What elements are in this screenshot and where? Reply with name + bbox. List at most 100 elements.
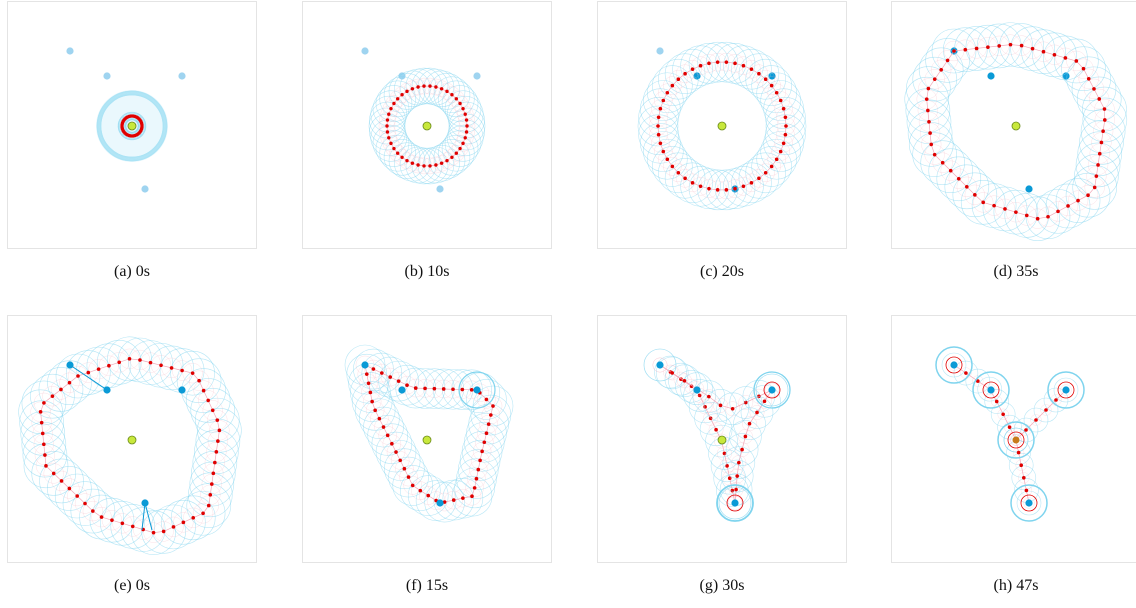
target-point [693,72,701,80]
inner-circle [729,468,745,484]
inner-circle [470,383,490,403]
sensing-circle [400,470,441,511]
caption-a: (a) 0s [114,263,150,280]
robot-dot [450,155,454,159]
sensing-circle [1013,417,1039,443]
robot-dot [67,380,72,385]
sensing-circle [448,107,486,145]
robot-dot [422,84,426,88]
capture-ring [458,371,496,409]
sensing-circle [1053,377,1079,403]
robot-dot [749,67,754,71]
robot-dot [405,89,409,94]
panel-c [597,1,847,249]
robot-dot [454,97,459,101]
inner-circle [1073,58,1094,79]
robot-dot [1035,216,1040,221]
inner-circle [386,442,406,462]
inner-circle [467,469,486,488]
sensing-circle [912,56,958,102]
robot-dot [727,476,732,481]
robot-dot [948,168,953,173]
inner-circle [382,100,400,117]
inner-circle [67,365,89,387]
inner-circle [943,40,965,62]
capture-ring [1010,484,1048,522]
robot-dot [783,132,788,137]
sensing-circle [692,380,726,413]
robot-dot [99,515,104,519]
robot-dot [928,131,932,135]
robot-dot [434,85,438,89]
sensing-circle [444,90,482,127]
sensing-circle [664,53,706,95]
sensing-circle [658,152,699,194]
robot-dot [366,381,371,386]
sensing-circle [428,142,466,179]
inner-circle [389,90,406,108]
inner-circle [397,375,417,395]
inner-circle [453,488,473,508]
sensing-circle [351,381,393,422]
inner-circle [683,173,702,193]
robot-dot [59,387,63,392]
sensing-circle [982,186,1028,232]
robot-dot [385,433,390,438]
robot-dot [107,363,111,368]
robot-dot [148,360,153,365]
robot-dot [976,379,980,383]
robot-dot [784,124,788,128]
center-point [1011,121,1021,131]
sensing-circle [367,415,408,456]
inner-circle [683,59,702,79]
sensing-circle [755,373,789,407]
inner-circle [433,154,450,172]
robot-dot [413,386,418,390]
robot-dot [661,149,666,154]
robot-dot [472,486,477,490]
sensing-circle [705,424,738,458]
robot-dot [973,193,977,197]
sensing-circle [384,448,425,490]
sensing-circle [1082,97,1128,143]
sensing-circle [697,169,738,211]
robot-dot [714,427,718,432]
sensing-circle [643,348,677,382]
inner-circle [393,148,411,166]
caption-g: (g) 30s [699,577,745,594]
inner-circle [409,78,427,96]
sensing-circle [190,387,236,433]
robot-dot [482,440,487,445]
sensing-circle [655,356,689,390]
inner-circle [651,99,670,118]
robot-dot [733,61,737,66]
sensing-circle [960,180,1006,225]
sensing-circle [371,423,413,465]
robot-dot [110,518,114,522]
sensing-circle [441,130,479,167]
sensing-circle [424,481,465,523]
robot-dot [201,511,205,516]
sensing-circle [47,360,92,406]
inner-circle [1010,434,1022,446]
center-point [717,121,727,131]
inner-circle [762,76,781,95]
sensing-circle [740,396,774,429]
robot-dot [715,188,720,192]
robot-dot [939,67,943,72]
sensing-circle [652,65,693,106]
robot-dot [724,60,729,64]
robot-dot [373,408,377,413]
inner-circle [150,355,172,376]
sensing-circle [718,486,752,520]
robot-dot [469,388,474,392]
sensing-circle [1066,56,1112,102]
sensing-circle [907,110,953,156]
inner-circle [654,142,673,161]
sensing-circle [1003,427,1029,453]
inner-circle [742,173,761,193]
robot-dot [117,360,121,365]
inner-circle [451,95,469,112]
sensing-circle [688,43,730,84]
sensing-circle [731,162,772,204]
